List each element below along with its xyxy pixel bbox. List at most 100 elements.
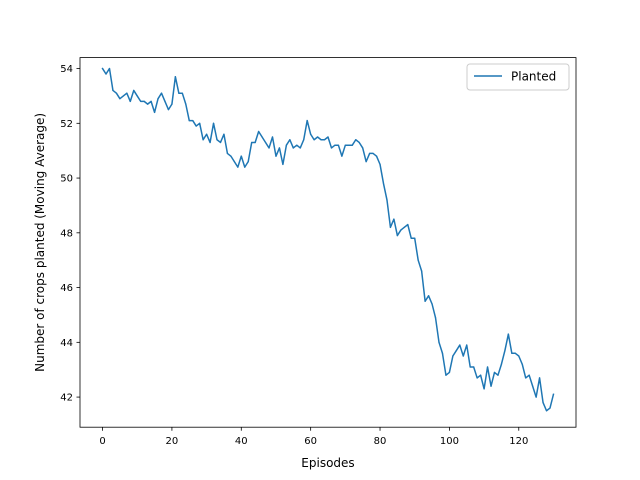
data-point <box>441 352 444 354</box>
data-point <box>171 103 173 105</box>
data-point <box>278 147 281 149</box>
data-point <box>330 147 333 149</box>
data-point <box>185 103 187 105</box>
data-point <box>247 161 249 163</box>
data-point <box>507 333 509 335</box>
data-point <box>327 136 329 138</box>
data-point <box>396 234 398 237</box>
data-point <box>552 393 555 395</box>
y-tick-label: 48 <box>60 228 73 239</box>
data-point <box>497 374 499 376</box>
data-point <box>417 259 419 261</box>
data-point <box>448 371 450 374</box>
data-point <box>480 374 482 376</box>
data-point <box>525 377 527 379</box>
data-point <box>483 388 485 390</box>
data-point <box>323 139 326 141</box>
data-point <box>348 144 350 146</box>
data-point <box>403 226 405 228</box>
data-point <box>466 344 468 346</box>
data-point <box>108 67 111 70</box>
data-point <box>258 130 260 133</box>
data-point <box>369 152 371 155</box>
data-point <box>275 155 277 157</box>
data-point <box>310 133 312 135</box>
data-point <box>206 133 208 135</box>
data-point <box>528 374 530 376</box>
legend-box <box>466 63 570 91</box>
data-point <box>112 89 114 92</box>
data-point <box>545 410 548 412</box>
data-point <box>174 76 176 78</box>
data-point <box>254 141 256 144</box>
data-point <box>535 396 537 398</box>
data-point <box>143 100 145 102</box>
data-point <box>178 92 180 94</box>
data-point <box>313 139 315 141</box>
data-point <box>264 141 267 144</box>
data-point <box>147 103 149 105</box>
y-axis-label: Number of crops planted (Moving Average) <box>33 113 47 372</box>
data-point <box>167 109 170 111</box>
data-point <box>532 385 534 387</box>
data-point <box>105 73 107 75</box>
data-point <box>375 155 378 157</box>
plot-frame <box>79 57 577 428</box>
data-point <box>306 119 308 122</box>
y-tick-label: 52 <box>60 119 73 130</box>
data-point <box>320 139 322 141</box>
data-point <box>414 237 416 239</box>
data-point <box>493 371 496 374</box>
legend-label-planted: Planted <box>511 70 556 84</box>
y-tick-label: 54 <box>60 64 73 75</box>
data-point <box>195 125 197 127</box>
data-point <box>150 100 152 102</box>
data-point <box>223 133 225 135</box>
data-point <box>476 377 478 379</box>
data-point <box>486 366 489 368</box>
data-point <box>251 141 253 144</box>
data-point <box>500 363 503 365</box>
x-tick-label: 60 <box>304 436 317 447</box>
y-tick-label: 50 <box>60 174 73 185</box>
data-point <box>511 352 513 354</box>
data-point <box>219 141 222 144</box>
data-point <box>445 374 447 376</box>
data-point <box>538 377 541 379</box>
x-tick-label: 20 <box>166 436 179 447</box>
data-point <box>101 67 104 70</box>
data-point <box>119 98 121 100</box>
data-point <box>358 141 360 144</box>
data-point <box>160 92 163 94</box>
data-point <box>337 144 340 146</box>
data-point <box>292 147 294 149</box>
data-point <box>157 98 159 100</box>
data-point <box>233 161 235 163</box>
data-point <box>504 349 506 352</box>
data-point <box>427 295 430 297</box>
data-point <box>136 95 138 97</box>
data-point <box>122 95 124 97</box>
data-point <box>389 226 392 228</box>
data-point <box>400 229 402 231</box>
data-point <box>341 155 343 157</box>
x-axis-label: Episodes <box>301 456 354 470</box>
data-point <box>209 141 211 144</box>
data-point <box>289 139 291 141</box>
data-point <box>299 147 301 149</box>
x-tick-label: 0 <box>99 436 105 447</box>
data-point <box>382 182 385 185</box>
x-tick-label: 40 <box>235 436 248 447</box>
data-point <box>459 344 461 346</box>
data-point <box>212 122 215 124</box>
data-point <box>407 224 409 226</box>
data-point <box>126 92 128 94</box>
data-point <box>188 119 190 122</box>
data-point <box>261 136 263 138</box>
data-point <box>268 147 270 149</box>
y-tick-label: 46 <box>60 283 73 294</box>
data-point <box>393 218 395 220</box>
data-point <box>473 366 475 368</box>
data-point <box>434 317 437 319</box>
data-point <box>303 139 305 141</box>
